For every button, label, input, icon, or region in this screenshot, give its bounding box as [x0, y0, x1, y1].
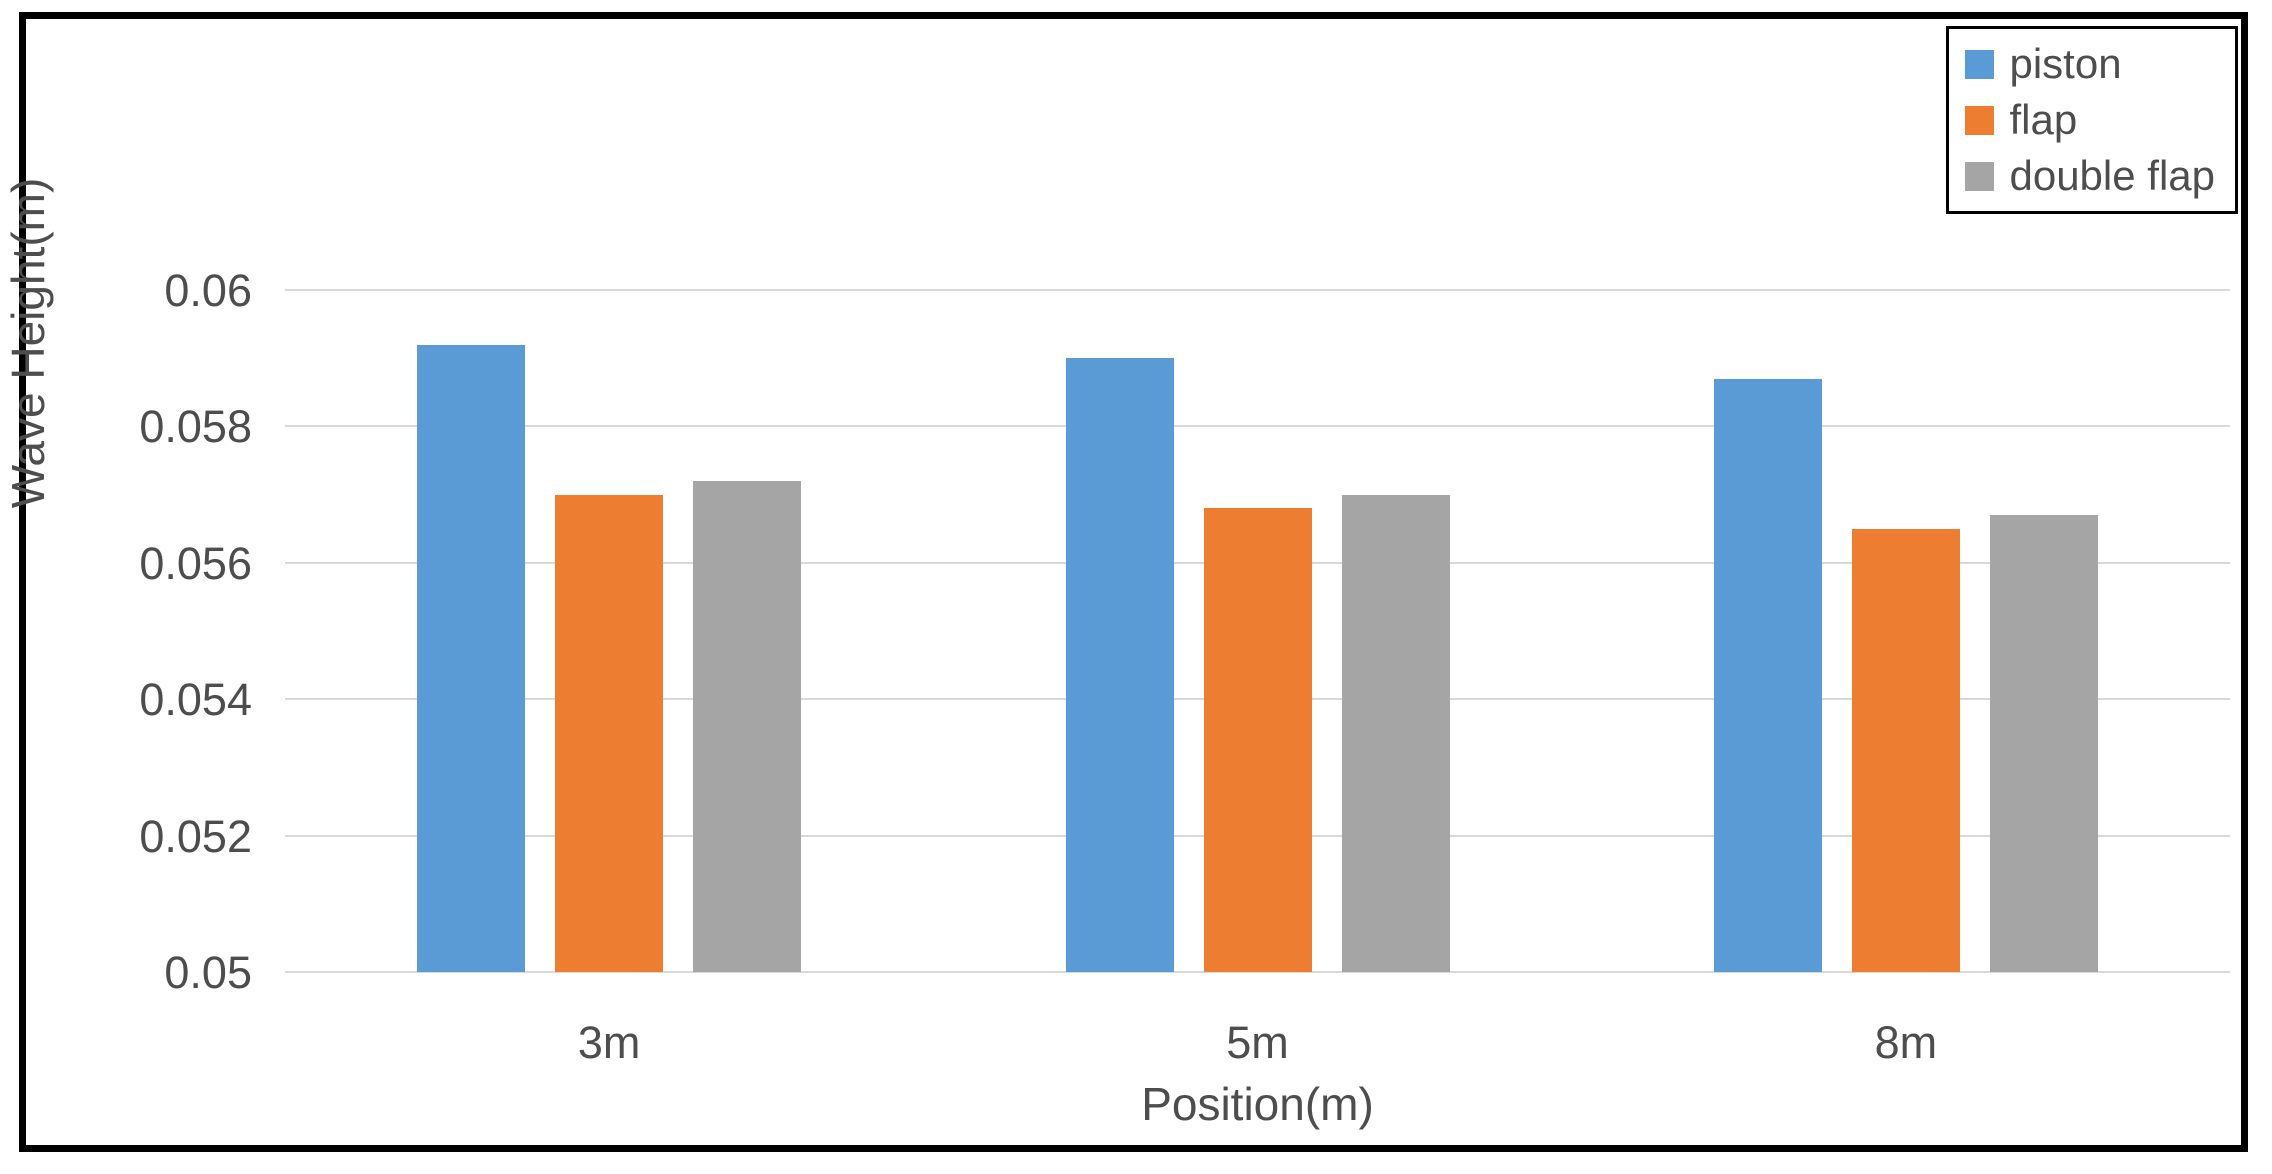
x-category-label: 8m [1874, 1017, 1938, 1068]
y-tick-label: 0.054 [139, 674, 252, 726]
y-tick-label: 0.06 [164, 265, 252, 316]
legend: piston flap double flap [1946, 26, 2238, 214]
y-axis-title: Wave Height(m) [2, 177, 54, 509]
x-category-label: 3m [577, 1017, 641, 1068]
gridline [285, 289, 2230, 291]
bar-double-flap-3m [693, 480, 802, 972]
x-axis-title: Position(m) [1141, 1078, 1374, 1130]
bar-piston-5m [1065, 358, 1174, 972]
bar-double-flap-5m [1341, 494, 1450, 972]
legend-label: piston [2009, 40, 2122, 87]
bar-double-flap-8m [1989, 515, 2098, 972]
bar-piston-3m [417, 344, 526, 972]
legend-swatch-icon [1965, 161, 1995, 191]
y-tick-label: 0.05 [164, 947, 252, 998]
y-tick-label: 0.056 [139, 537, 252, 589]
legend-swatch-icon [1965, 105, 1995, 135]
gridline [285, 971, 2230, 973]
bar-flap-3m [555, 494, 664, 972]
y-tick-label: 0.058 [139, 401, 252, 453]
plot-area [285, 289, 2230, 973]
legend-item-double-flap: double flap [1965, 153, 2215, 199]
y-tick-label: 0.052 [139, 810, 252, 862]
x-category-label: 5m [1226, 1017, 1289, 1068]
gridline [285, 425, 2230, 428]
bar-flap-5m [1203, 508, 1312, 972]
legend-item-flap: flap [1965, 97, 2215, 143]
bar-flap-8m [1851, 528, 1960, 972]
bar-piston-8m [1713, 378, 1822, 972]
legend-swatch-icon [1965, 49, 1995, 79]
legend-item-piston: piston [1965, 41, 2215, 87]
legend-label: flap [2009, 96, 2078, 143]
legend-label: double flap [2009, 152, 2215, 199]
